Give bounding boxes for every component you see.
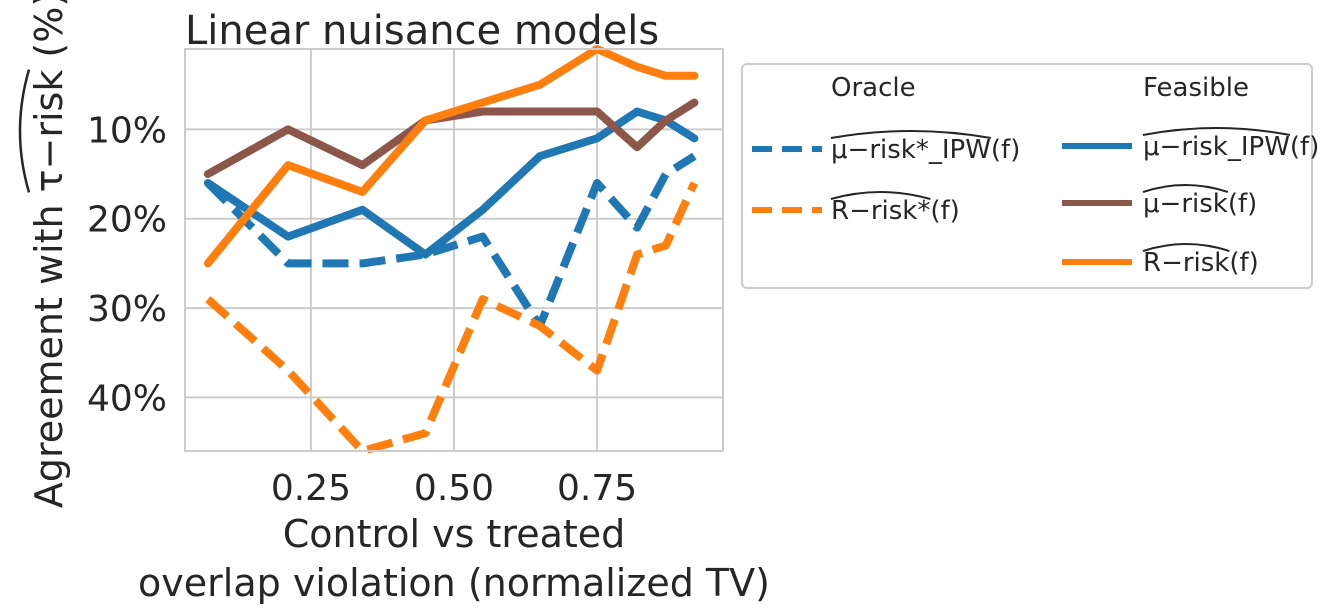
x-axis-label-line2: overlap violation (normalized TV)	[138, 561, 770, 605]
plot-frame	[184, 48, 724, 452]
x-tick-labels: 0.25 0.50 0.75	[271, 468, 637, 509]
legend-label-hat	[1142, 243, 1230, 252]
series-line-4	[203, 98, 699, 179]
series-line-3	[203, 107, 699, 259]
y-axis-label: Agreement with τ−risk (%)	[27, 0, 71, 508]
legend-label-hat	[830, 191, 931, 200]
legend-items: μ−risk*_IPW(f) R−risk*(f) μ−risk_IPW(f) μ−r…	[752, 127, 1319, 278]
y-tick-label: 10%	[87, 110, 167, 151]
y-tick-label: 40%	[87, 378, 167, 419]
legend-frame	[741, 63, 1313, 289]
legend-group-oracle: Oracle	[831, 73, 916, 103]
legend-label-3: μ−risk_IPW(f)	[1143, 132, 1319, 162]
series-line-2	[205, 181, 699, 455]
y-axis-label-group: Agreement with τ−risk (%)	[18, 0, 71, 508]
legend: Oracle Feasible μ−risk*_IPW(f) R−risk*(f)…	[741, 63, 1319, 289]
x-tick-label: 0.25	[271, 468, 351, 509]
legend-label-2: R−risk*(f)	[831, 196, 960, 226]
legend-label-hat	[1142, 184, 1229, 193]
x-axis-label-line1: Control vs treated	[283, 512, 626, 556]
series-line-5	[203, 45, 699, 268]
series-lines	[203, 45, 699, 455]
chart-title: Linear nuisance models	[185, 8, 659, 54]
y-tick-label: 30%	[87, 289, 167, 330]
y-axis-label-hat	[18, 69, 31, 193]
legend-group-feasible: Feasible	[1143, 73, 1249, 103]
legend-label-1: μ−risk*_IPW(f)	[831, 135, 1020, 165]
legend-label-5: R−risk(f)	[1143, 248, 1259, 278]
y-tick-label: 20%	[87, 200, 167, 241]
x-tick-label: 0.50	[414, 468, 494, 509]
legend-label-hat	[1142, 127, 1291, 136]
y-tick-labels: 10% 20% 30% 40%	[87, 110, 167, 419]
legend-label-4: μ−risk(f)	[1143, 189, 1257, 219]
legend-label-hat	[830, 130, 992, 139]
x-tick-label: 0.75	[557, 468, 637, 509]
series-line-1	[205, 152, 697, 330]
